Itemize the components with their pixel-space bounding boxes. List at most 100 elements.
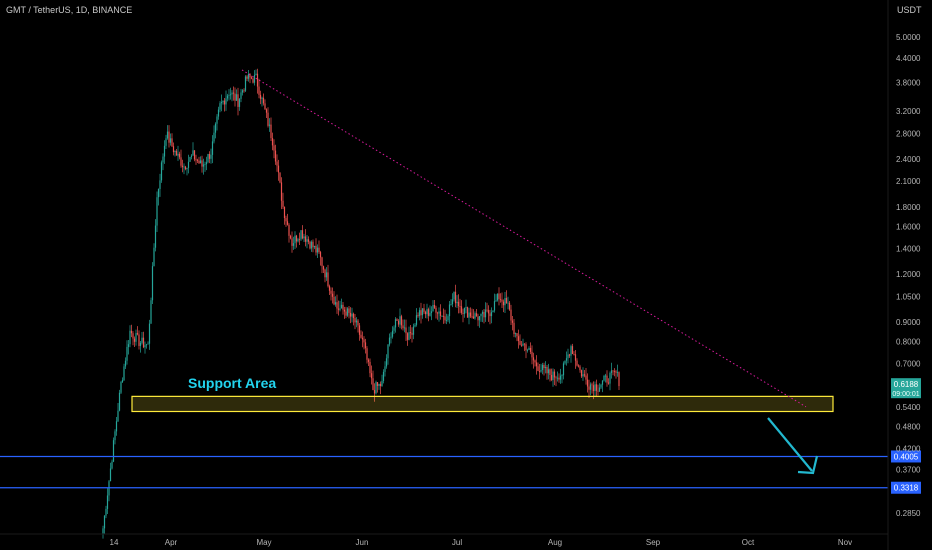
- candle-body: [601, 380, 604, 385]
- candle-body: [312, 241, 314, 248]
- candle-body: [477, 316, 479, 321]
- candle-body: [399, 316, 401, 325]
- candle-body: [234, 93, 236, 101]
- candle-body: [600, 384, 602, 388]
- candle-body: [126, 346, 128, 361]
- y-tick-label: 4.4000: [896, 54, 921, 63]
- level-price-tag: [891, 450, 921, 463]
- candle-body: [319, 252, 322, 258]
- candle-body: [168, 131, 170, 143]
- candle-body: [292, 243, 295, 246]
- candle-body: [540, 369, 542, 372]
- candle-body: [420, 310, 422, 316]
- candle-body: [541, 364, 544, 370]
- candle-countdown-label: 09:00:01: [892, 391, 919, 398]
- candle-body: [502, 301, 505, 306]
- candle-body: [408, 332, 410, 340]
- candle-body: [534, 360, 536, 363]
- candle-body: [135, 333, 137, 342]
- chart-title: GMT / TetherUS, 1D, BINANCE: [6, 5, 133, 15]
- candle-body: [609, 372, 611, 384]
- candle-body: [279, 172, 281, 183]
- candle-body: [406, 333, 409, 340]
- candle-body: [345, 311, 347, 316]
- candle-body: [526, 349, 529, 351]
- candle-body: [196, 159, 199, 161]
- candle-body: [217, 109, 220, 117]
- candle-body: [352, 313, 355, 319]
- candle-body: [171, 138, 173, 147]
- candle-body: [237, 94, 239, 107]
- candle-body: [259, 94, 262, 99]
- candle-body: [151, 266, 154, 301]
- candle-body: [409, 332, 412, 334]
- candle-body: [567, 354, 569, 359]
- candle-body: [366, 348, 368, 360]
- candle-body: [228, 94, 230, 96]
- candle-body: [222, 100, 224, 103]
- down-arrow-shaft[interactable]: [767, 417, 813, 472]
- candle-body: [144, 345, 146, 348]
- support-zone[interactable]: [131, 395, 834, 413]
- candle-body: [102, 528, 104, 534]
- down-arrow-head: [797, 455, 819, 475]
- candle-body: [456, 301, 458, 304]
- candle-body: [550, 375, 553, 381]
- candle-body: [235, 94, 238, 101]
- candle-body: [574, 354, 577, 361]
- level-price-label: 0.3318: [894, 484, 919, 493]
- candle-body: [280, 182, 283, 201]
- candle-body: [142, 337, 145, 348]
- candle-body: [265, 109, 268, 113]
- candle-body: [370, 373, 373, 379]
- candle-body: [238, 98, 241, 107]
- candle-body: [547, 369, 550, 374]
- candle-body: [595, 384, 598, 391]
- candle-body: [246, 76, 248, 79]
- candle-body: [316, 247, 319, 253]
- candle-body: [474, 313, 476, 319]
- candle-body: [175, 150, 178, 156]
- candle-body: [451, 299, 454, 305]
- candle-body: [184, 166, 187, 170]
- x-tick-label: Jun: [356, 538, 369, 547]
- candle-body: [439, 311, 442, 316]
- candle-body: [520, 344, 523, 346]
- candle-body: [270, 124, 272, 139]
- candle-body: [358, 325, 361, 335]
- candle-body: [487, 310, 490, 314]
- candle-body: [117, 410, 119, 422]
- candle-body: [426, 309, 428, 315]
- candle-body: [571, 346, 574, 354]
- candle-body: [139, 342, 142, 346]
- candle-body: [121, 380, 124, 383]
- candle-body: [328, 286, 331, 291]
- candle-body: [129, 330, 131, 345]
- candle-body: [183, 166, 185, 168]
- candle-body: [202, 164, 205, 167]
- candle-body: [478, 316, 481, 321]
- candle-body: [394, 319, 397, 328]
- candle-body: [150, 300, 152, 324]
- candle-body: [582, 374, 584, 377]
- candle-body: [211, 141, 214, 155]
- y-tick-label: 1.0500: [896, 292, 921, 301]
- candle-body: [123, 366, 125, 381]
- candle-body: [462, 312, 464, 314]
- candle-body: [295, 235, 298, 242]
- candle-body: [327, 272, 329, 287]
- candle-body: [226, 95, 229, 99]
- candle-body: [373, 389, 376, 394]
- level-price-tag: [891, 481, 921, 494]
- candle-body: [318, 247, 320, 253]
- candle-body: [120, 382, 122, 393]
- candle-body: [162, 156, 164, 163]
- trendline[interactable]: [241, 69, 807, 408]
- candle-body: [109, 468, 112, 482]
- candle-body: [201, 160, 203, 167]
- candle-body: [411, 333, 413, 335]
- candle-body: [207, 153, 209, 163]
- candle-body: [286, 221, 289, 225]
- candle-body: [565, 358, 568, 361]
